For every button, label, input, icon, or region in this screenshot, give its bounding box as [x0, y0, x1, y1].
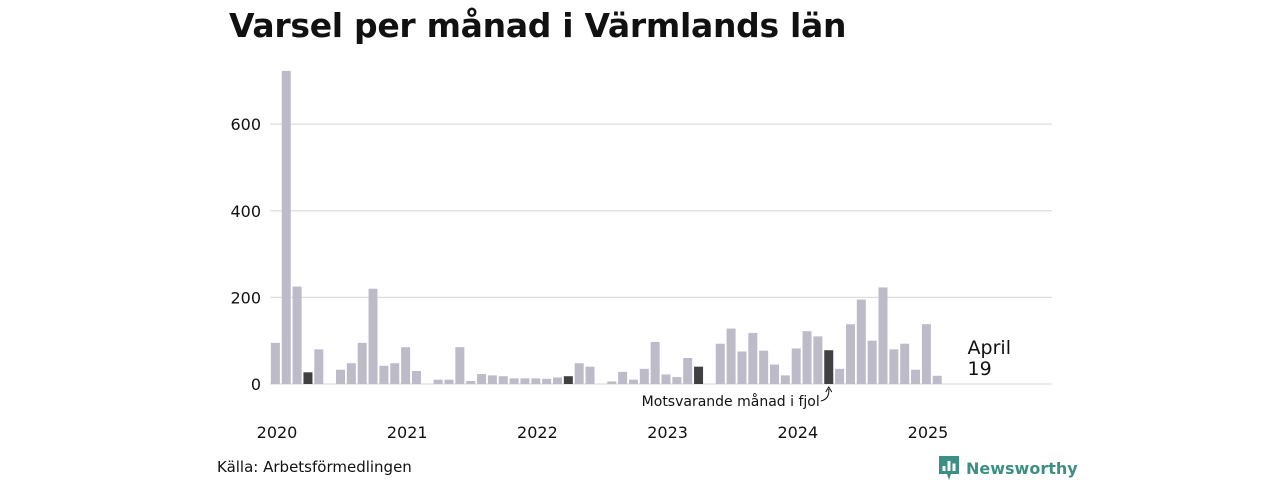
- brand-name: Newsworthy: [966, 458, 1078, 478]
- bar-2023-06: [715, 343, 725, 384]
- bar-2022-12: [650, 341, 660, 384]
- bar-2024-09: [878, 287, 888, 384]
- bar-2023-12: [780, 375, 790, 384]
- annotation-text: Motsvarande månad i fjol: [642, 393, 820, 410]
- bar-2020-09: [357, 342, 367, 384]
- x-tick-label: 2021: [387, 423, 428, 442]
- bar-2023-10: [759, 350, 769, 384]
- bar-2024-07: [856, 299, 866, 384]
- bar-2023-08: [737, 351, 747, 384]
- bar-2021-09: [487, 375, 497, 384]
- annotation-arrow: [820, 386, 833, 402]
- bar-2021-05: [444, 379, 454, 384]
- bar-2021-10: [498, 376, 508, 384]
- bar-2021-02: [411, 371, 421, 384]
- bar-2022-06: [585, 366, 595, 384]
- latest-value-callout: April 19: [968, 337, 1011, 380]
- bar-2024-06: [845, 324, 855, 384]
- bar-2022-05: [574, 363, 584, 384]
- bar-2023-02: [672, 377, 682, 384]
- bar-2022-09: [618, 371, 628, 384]
- bar-2021-06: [455, 347, 465, 384]
- bar-2021-11: [509, 378, 519, 384]
- bar-2025-02: [932, 375, 942, 384]
- bar-2022-03: [553, 377, 562, 384]
- bar-2020-04: [303, 372, 313, 384]
- bar-2023-01: [661, 374, 671, 384]
- bar-2022-10: [628, 379, 638, 384]
- bar-2024-02: [802, 331, 812, 384]
- x-tick-label: 2024: [777, 423, 818, 442]
- bar-2020-03: [292, 286, 302, 384]
- bar-2021-01: [401, 347, 411, 384]
- bar-2024-01: [791, 348, 801, 384]
- gridlines: [270, 123, 1052, 385]
- x-tick-label: 2022: [517, 423, 558, 442]
- y-tick-label: 400: [230, 202, 261, 221]
- bar-2024-08: [867, 340, 877, 384]
- bar-2024-10: [889, 349, 899, 384]
- x-tick-label: 2025: [908, 423, 949, 442]
- bar-2025-01: [921, 324, 931, 384]
- bar-2022-04: [563, 376, 573, 384]
- chart-title: Varsel per månad i Värmlands län: [229, 6, 847, 45]
- bar-2023-09: [748, 332, 758, 384]
- bar-2022-11: [639, 368, 649, 384]
- last-year-annotation: Motsvarande månad i fjol: [642, 386, 833, 410]
- bar-2022-02: [542, 378, 552, 384]
- bar-2023-07: [726, 328, 736, 384]
- bars: [270, 70, 942, 384]
- bar-2023-04: [694, 366, 704, 384]
- x-tick-label: 2020: [257, 423, 298, 442]
- newsworthy-logo-icon: [939, 456, 959, 480]
- bar-2024-04: [824, 350, 834, 384]
- bar-2020-07: [336, 369, 345, 384]
- bar-2021-04: [433, 379, 443, 384]
- bar-2020-01: [270, 342, 280, 384]
- bar-2020-02: [281, 70, 291, 384]
- bar-2021-08: [477, 374, 487, 384]
- bar-2022-01: [531, 378, 541, 384]
- y-tick-label: 600: [230, 115, 261, 134]
- bar-2020-12: [390, 363, 400, 384]
- brand-logo: Newsworthy: [938, 454, 1078, 482]
- bar-2023-11: [770, 364, 779, 384]
- y-tick-label: 0: [251, 375, 261, 394]
- bar-2020-08: [346, 363, 356, 384]
- latest-month-value: 19: [968, 358, 992, 380]
- bar-2022-08: [607, 381, 617, 384]
- bar-2020-11: [379, 365, 389, 384]
- bar-2023-03: [683, 358, 693, 384]
- bar-2024-03: [813, 336, 823, 384]
- x-axis-year-labels: 2020 2021 2022 2023 2024 2025: [257, 423, 949, 442]
- bar-2020-05: [314, 349, 324, 384]
- bar-chart: 0 200 400 600 2020 2021 2022 2023 2024 2025 Apri…: [230, 70, 1052, 442]
- source-note: Källa: Arbetsförmedlingen: [217, 458, 412, 476]
- x-tick-label: 2023: [647, 423, 688, 442]
- y-tick-label: 200: [230, 288, 261, 307]
- bar-2020-10: [368, 288, 378, 384]
- bar-2024-12: [911, 369, 921, 384]
- bar-2024-05: [835, 368, 845, 384]
- bar-2021-07: [466, 380, 476, 384]
- y-axis-ticks: 0 200 400 600: [230, 115, 261, 394]
- latest-month-label: April: [968, 337, 1011, 359]
- bar-2021-12: [520, 378, 530, 384]
- bar-2024-11: [900, 343, 910, 384]
